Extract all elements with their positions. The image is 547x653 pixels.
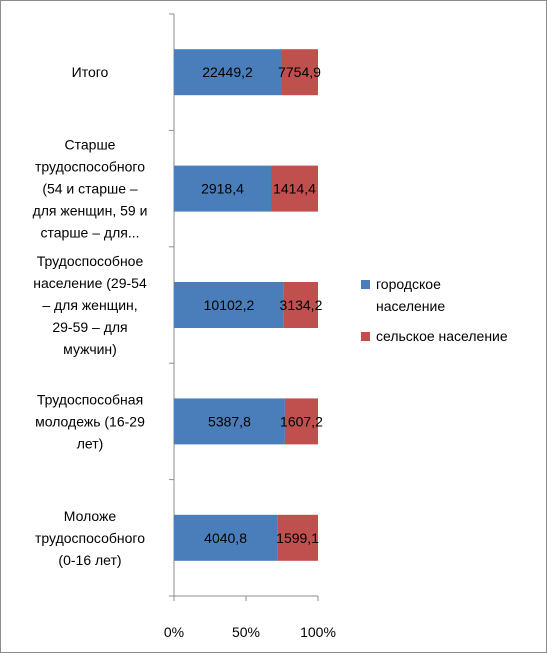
data-label: 22449,2 bbox=[202, 64, 253, 80]
bar-segment bbox=[174, 282, 284, 328]
x-tick-label: 100% bbox=[300, 624, 336, 640]
chart-bars bbox=[174, 49, 318, 561]
bar-segment bbox=[283, 282, 318, 328]
chart-legend: городское население сельское население bbox=[361, 276, 508, 344]
category-label: Трудоспособное население (29-54– для женщ… bbox=[33, 253, 147, 357]
data-label: 7754,9 bbox=[278, 64, 321, 80]
chart-axes: 0% 50% 100% bbox=[164, 13, 336, 640]
legend-swatch bbox=[361, 332, 370, 341]
data-label: 1414,4 bbox=[273, 181, 316, 197]
bar-segment bbox=[174, 514, 278, 561]
x-tick-label: 50% bbox=[232, 624, 260, 640]
category-label: Итого bbox=[72, 64, 109, 80]
legend-label: городское население bbox=[376, 276, 445, 314]
bar-segment bbox=[281, 49, 318, 96]
bar-segment bbox=[270, 165, 318, 212]
data-label: 1599,1 bbox=[276, 530, 319, 546]
legend-label: сельское население bbox=[376, 328, 508, 344]
data-label: 3134,2 bbox=[280, 297, 323, 313]
data-label: 5387,8 bbox=[208, 413, 251, 429]
data-label: 4040,8 bbox=[204, 530, 247, 546]
category-label: Моложе трудоспособного (0-16 лет) bbox=[35, 508, 145, 568]
bar-segment bbox=[174, 398, 285, 445]
bar-segment bbox=[174, 165, 271, 212]
category-label: Трудоспособная молодежь (16-29 лет) bbox=[35, 391, 145, 451]
data-label: 1607,2 bbox=[280, 413, 323, 429]
bar-segment bbox=[174, 49, 282, 96]
chart-labels: 22449,2 7754,9 Итого 2918,4 1414,4 Старше труд… bbox=[33, 64, 323, 568]
data-label: 2918,4 bbox=[201, 181, 244, 197]
data-label: 10102,2 bbox=[204, 297, 255, 313]
bar-segment bbox=[277, 514, 318, 561]
x-tick-label: 0% bbox=[164, 624, 184, 640]
bar-segment bbox=[284, 398, 318, 445]
category-label: Старше трудоспособного (54 и старше – для ж… bbox=[33, 137, 148, 241]
legend-swatch bbox=[361, 280, 370, 289]
